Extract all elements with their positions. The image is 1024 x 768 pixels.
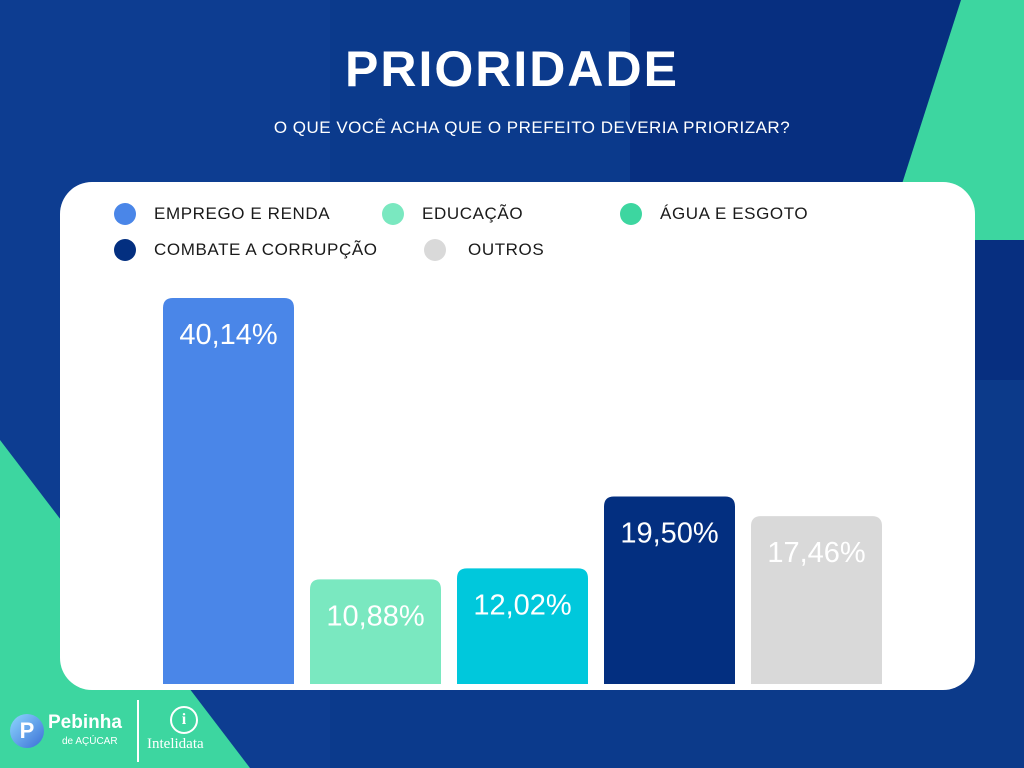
legend-item-educacao: EDUCAÇÃO	[382, 203, 523, 225]
legend-item-emprego: EMPREGO E RENDA	[114, 203, 330, 225]
bar-value-label: 10,88%	[326, 600, 424, 632]
bar-1	[163, 298, 294, 684]
bar-4	[604, 496, 735, 684]
legend-item-agua: ÁGUA E ESGOTO	[620, 203, 808, 225]
legend-swatch	[424, 239, 446, 261]
info-icon: i	[170, 706, 198, 734]
bar-5	[751, 516, 882, 684]
bar-2	[310, 579, 441, 684]
bar-3	[457, 568, 588, 684]
legend-label: EMPREGO E RENDA	[154, 204, 331, 223]
legend-swatch	[114, 239, 136, 261]
legend-label: COMBATE A CORRUPÇÃO	[154, 240, 378, 259]
legend-label: EDUCAÇÃO	[422, 204, 524, 223]
pebinha-logo-sub: de AÇÚCAR	[62, 736, 118, 747]
legend-label: ÁGUA E ESGOTO	[660, 204, 809, 223]
chart-card: EMPREGO E RENDA EDUCAÇÃO ÁGUA E ESGOTO C…	[60, 182, 975, 690]
logo-divider	[137, 700, 139, 762]
bar-value-label: 17,46%	[767, 537, 865, 569]
legend-swatch	[620, 203, 642, 225]
page-subtitle: O QUE VOCÊ ACHA QUE O PREFEITO DEVERIA P…	[273, 118, 791, 137]
legend-swatch	[382, 203, 404, 225]
legend-item-outros: OUTROS	[424, 239, 544, 261]
legend-swatch	[114, 203, 136, 225]
bar-value-label: 40,14%	[179, 319, 277, 351]
legend-item-corrupcao: COMBATE A CORRUPÇÃO	[114, 239, 378, 261]
bar-value-label: 19,50%	[620, 517, 718, 549]
bar-value-label: 12,02%	[473, 589, 571, 621]
pebinha-logo-name: Pebinha	[48, 712, 122, 733]
footer-logos: P Pebinha de AÇÚCAR i Intelidata	[10, 700, 230, 764]
intelidata-logo-name: Intelidata	[147, 736, 204, 752]
page-title: PRIORIDADE	[345, 41, 679, 97]
pebinha-logo-icon: P	[10, 714, 44, 748]
bar-chart: 40,14% 10,88% 12,02% 19,50% 17,46%	[163, 298, 882, 684]
legend-label: OUTROS	[468, 240, 545, 259]
